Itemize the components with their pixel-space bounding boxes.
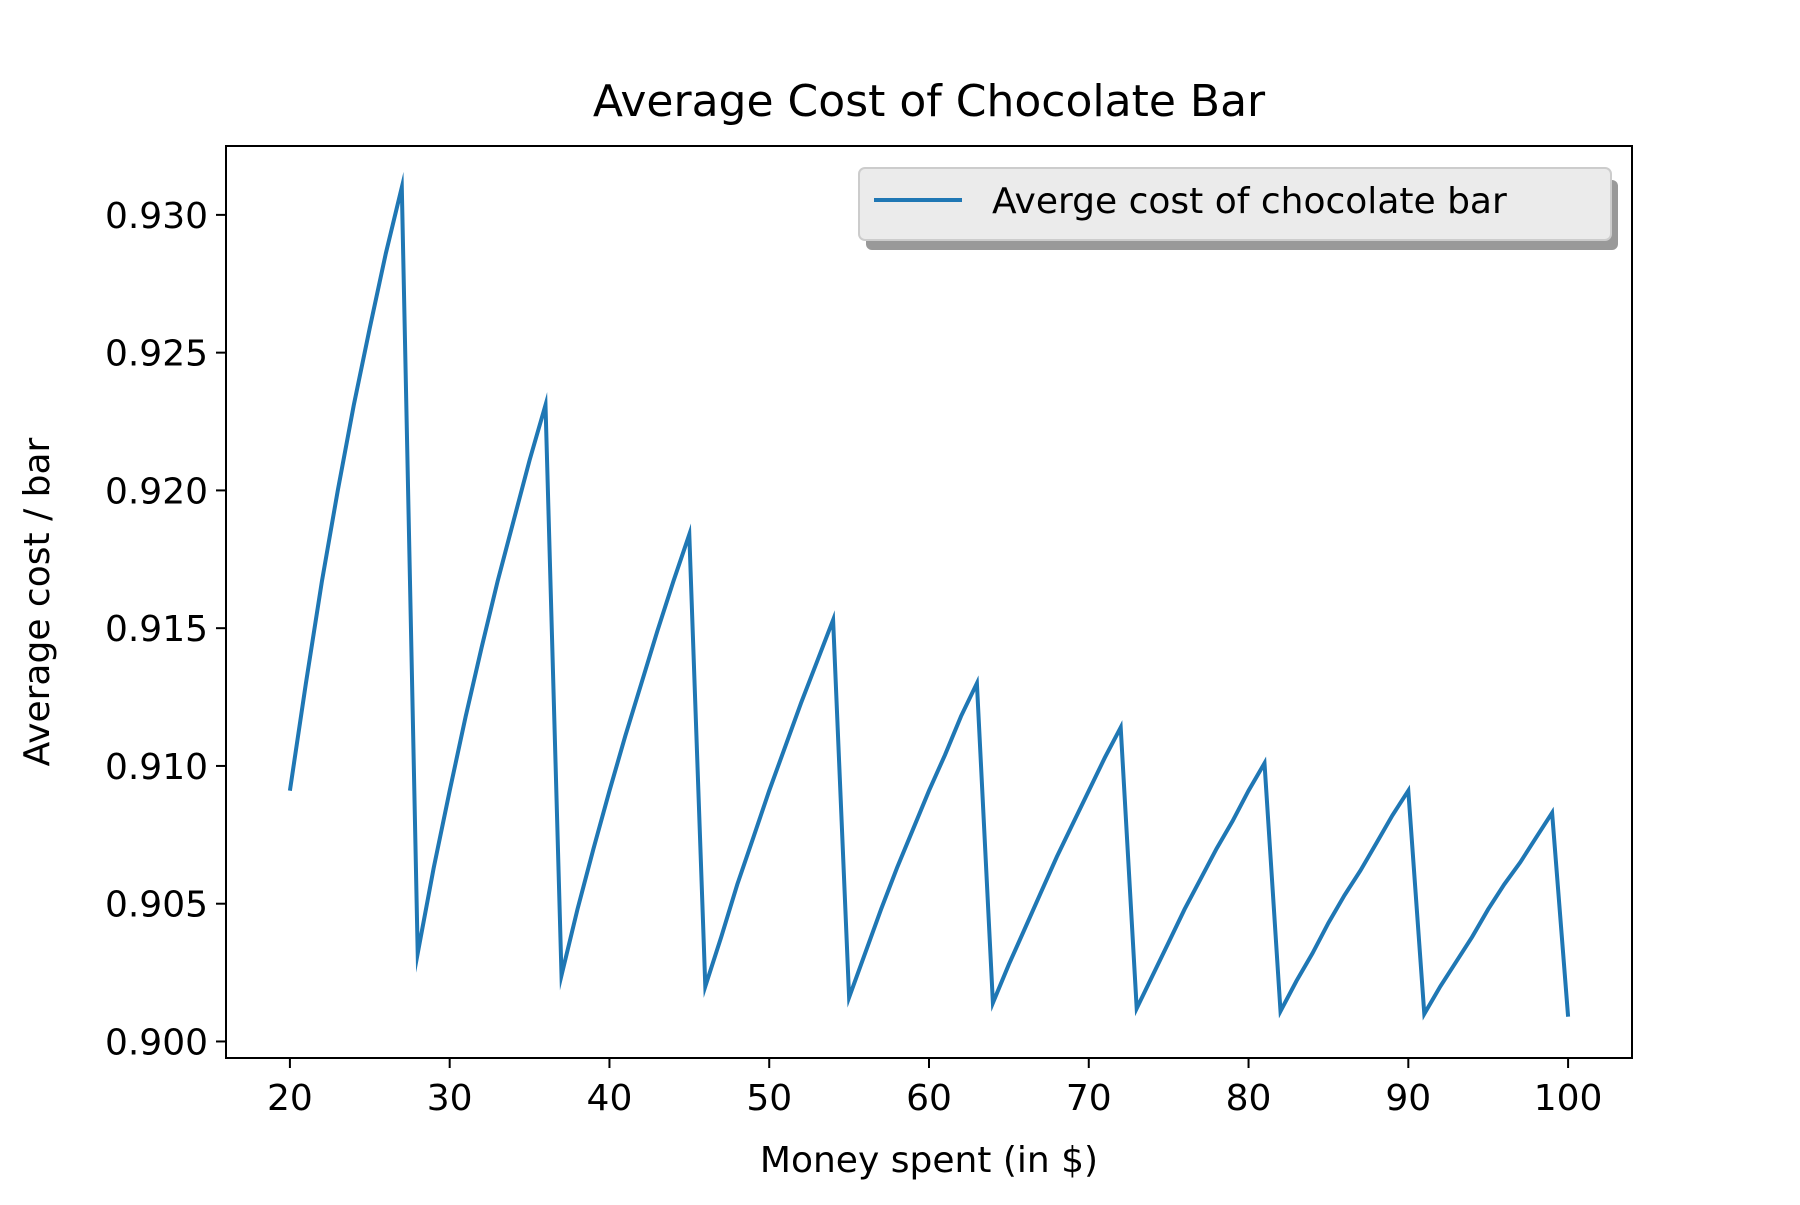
y-tick-label: 0.930: [105, 196, 208, 237]
x-tick-label: 80: [1226, 1078, 1272, 1119]
x-axis-label: Money spent (in $): [760, 1140, 1098, 1181]
y-tick-label: 0.925: [105, 334, 208, 375]
y-tick-label: 0.910: [105, 747, 208, 788]
y-tick-label: 0.920: [105, 471, 208, 512]
y-tick-label: 0.900: [105, 1022, 208, 1063]
legend-label: Averge cost of chocolate bar: [992, 181, 1507, 222]
plot-frame: [225, 145, 1633, 1059]
y-axis-label: Average cost / bar: [17, 437, 58, 766]
x-axis-ticks: 20 30 40 50 60 70 80 90 100: [267, 1058, 1602, 1119]
x-tick-label: 40: [587, 1078, 633, 1119]
x-tick-label: 20: [267, 1078, 313, 1119]
x-tick-label: 70: [1066, 1078, 1112, 1119]
y-tick-label: 0.915: [105, 609, 208, 650]
y-axis-ticks: 0.900 0.905 0.910 0.915 0.920 0.925 0.930: [105, 196, 226, 1063]
legend: Averge cost of chocolate bar: [858, 167, 1618, 250]
series-layer: [287, 171, 1571, 1021]
x-tick-label: 30: [427, 1078, 473, 1119]
series-line: [287, 171, 1571, 1021]
chart-title: Average Cost of Chocolate Bar: [593, 76, 1266, 127]
y-tick-label: 0.905: [105, 885, 208, 926]
legend-box: [858, 167, 1612, 241]
x-tick-label: 60: [906, 1078, 952, 1119]
x-tick-label: 100: [1534, 1078, 1603, 1119]
x-tick-label: 50: [746, 1078, 792, 1119]
x-tick-label: 90: [1385, 1078, 1431, 1119]
